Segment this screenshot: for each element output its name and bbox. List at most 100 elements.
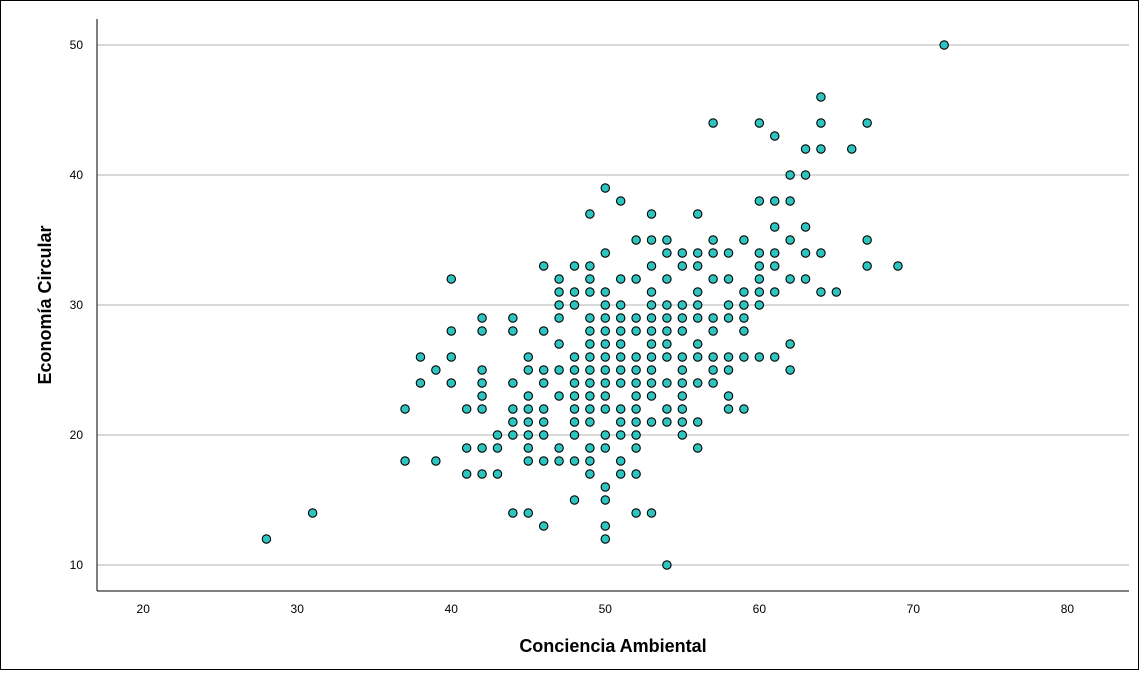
data-point: [615, 365, 626, 375]
data-point: [723, 248, 734, 258]
data-point: [708, 248, 718, 258]
data-point: [523, 508, 534, 518]
data-point: [615, 352, 626, 362]
data-point: [769, 222, 780, 232]
data-point: [569, 378, 580, 388]
data-point: [677, 300, 688, 310]
data-point: [415, 378, 426, 388]
data-point: [646, 261, 657, 271]
data-point: [446, 378, 457, 388]
data-point: [554, 313, 564, 323]
data-point: [523, 352, 534, 362]
data-point: [662, 404, 672, 414]
data-point: [554, 274, 564, 284]
data-point: [477, 443, 487, 453]
data-point: [754, 352, 765, 362]
data-point: [754, 196, 765, 206]
data-point: [708, 313, 718, 323]
data-point: [446, 274, 457, 284]
data-point: [569, 365, 580, 375]
data-point: [615, 417, 626, 427]
data-point: [754, 300, 765, 310]
data-point: [785, 339, 795, 349]
data-point: [646, 209, 657, 219]
data-point: [662, 326, 672, 336]
data-point: [662, 378, 672, 388]
data-point: [461, 443, 472, 453]
data-point: [600, 430, 611, 440]
data-point: [554, 287, 564, 297]
data-point: [816, 92, 826, 102]
data-point: [646, 508, 657, 518]
data-point: [677, 430, 688, 440]
data-point: [631, 404, 641, 414]
data-point: [508, 404, 518, 414]
data-point: [739, 287, 749, 297]
data-point: [662, 274, 672, 284]
data-point: [662, 352, 672, 362]
data-point: [615, 378, 626, 388]
data-point: [769, 352, 780, 362]
data-point: [646, 287, 657, 297]
data-point: [554, 391, 564, 401]
data-point: [615, 469, 626, 479]
data-point: [400, 404, 410, 414]
data-point: [523, 430, 534, 440]
data-point: [646, 378, 657, 388]
data-point: [585, 378, 595, 388]
data-point: [739, 404, 749, 414]
x-axis-title: Conciencia Ambiental: [519, 636, 706, 656]
data-point: [477, 391, 487, 401]
data-point: [538, 378, 549, 388]
data-point: [585, 326, 595, 336]
x-tick-label: 30: [291, 602, 305, 616]
data-point: [708, 378, 718, 388]
x-tick-label: 80: [1061, 602, 1075, 616]
data-point: [677, 352, 688, 362]
data-point: [646, 352, 657, 362]
data-point: [585, 209, 595, 219]
data-point: [862, 118, 872, 128]
data-point: [646, 391, 657, 401]
data-point: [631, 326, 641, 336]
data-point: [585, 404, 595, 414]
data-point: [754, 118, 765, 128]
data-point: [723, 365, 734, 375]
data-point: [600, 287, 611, 297]
data-point: [677, 248, 688, 258]
data-point: [646, 339, 657, 349]
data-point: [785, 235, 795, 245]
data-point: [646, 365, 657, 375]
data-point: [631, 443, 641, 453]
data-point: [631, 508, 641, 518]
data-point: [600, 365, 611, 375]
data-point: [523, 456, 534, 466]
data-point: [585, 339, 595, 349]
data-point: [816, 118, 826, 128]
data-point: [677, 326, 688, 336]
data-point: [600, 378, 611, 388]
data-point: [600, 495, 611, 505]
data-point: [615, 456, 626, 466]
data-point: [585, 417, 595, 427]
data-point: [554, 300, 564, 310]
data-point: [785, 196, 795, 206]
data-point: [307, 508, 318, 518]
data-point: [538, 417, 549, 427]
data-point: [662, 417, 672, 427]
data-point: [523, 404, 534, 414]
data-point: [692, 417, 703, 427]
data-point: [677, 404, 688, 414]
gridlines: [97, 44, 1129, 566]
data-point: [523, 365, 534, 375]
data-point: [631, 365, 641, 375]
data-point: [508, 508, 518, 518]
data-point: [662, 339, 672, 349]
data-point: [600, 404, 611, 414]
data-point: [862, 235, 872, 245]
data-point: [846, 144, 857, 154]
data-point: [800, 170, 811, 180]
data-point: [862, 261, 872, 271]
data-point: [692, 352, 703, 362]
data-point: [446, 352, 457, 362]
